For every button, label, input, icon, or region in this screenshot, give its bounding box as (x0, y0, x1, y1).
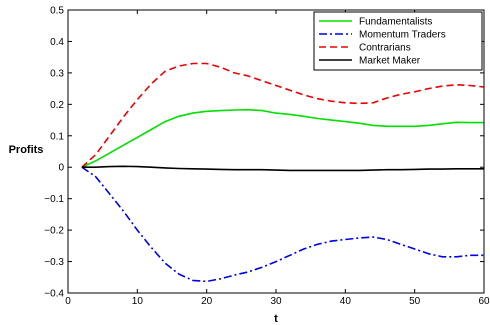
x-tick-label: 40 (340, 296, 352, 307)
x-tick-label: 30 (270, 296, 282, 307)
legend-entry: Momentum Traders (359, 30, 446, 41)
x-tick-label: 0 (65, 296, 71, 307)
series-line-fundamentalists (81, 108, 484, 168)
x-axis-label: t (274, 313, 278, 325)
legend-entry: Market Maker (359, 56, 421, 67)
legend-entry: Fundamentalists (359, 17, 432, 28)
x-tick-label: 60 (478, 296, 490, 307)
series-line-momentum-traders (81, 166, 484, 283)
y-tick-label: 0.2 (50, 100, 64, 111)
y-tick-label: −0.3 (44, 257, 64, 268)
series-line-contrarians (81, 62, 485, 168)
y-tick-label: 0.4 (50, 37, 64, 48)
y-axis-label: Profits (9, 144, 44, 156)
x-tick-label: 20 (201, 296, 213, 307)
legend-entry: Contrarians (359, 43, 411, 54)
x-tick-label: 10 (132, 296, 144, 307)
chart-marks (81, 62, 485, 283)
y-tick-label: 0.5 (50, 6, 64, 17)
y-tick-label: 0 (58, 163, 64, 174)
series-line-market-maker (81, 165, 484, 172)
y-tick-label: −0.4 (44, 289, 64, 300)
y-tick-label: −0.2 (44, 226, 64, 237)
x-tick-label: 50 (409, 296, 421, 307)
legend: Fundamentalists Momentum Traders Contraria… (313, 11, 483, 71)
y-tick-label: −0.1 (44, 194, 64, 205)
y-tick-label: 0.1 (50, 131, 64, 142)
y-tick-label: 0.3 (50, 68, 64, 79)
